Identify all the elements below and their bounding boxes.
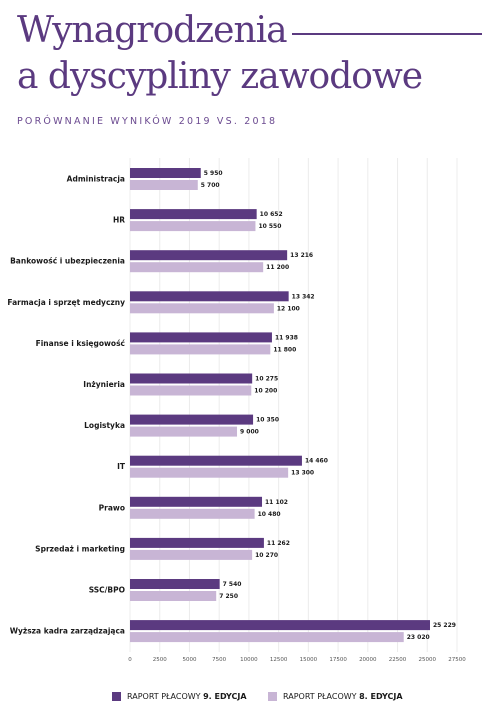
legend-swatch-9th-edition (112, 692, 121, 701)
bar-series2-2 (130, 262, 264, 273)
chart-legend: RAPORT PŁACOWY 9. EDYCJA RAPORT PŁACOWY … (0, 692, 499, 708)
value-label-series1-3: 13 342 (292, 293, 315, 300)
value-label-series2-4: 11 800 (273, 346, 296, 353)
category-label-9: Sprzedaż i marketing (35, 544, 125, 553)
category-label-7: IT (117, 462, 126, 471)
bar-series1-2 (130, 250, 288, 261)
category-label-3: Farmacja i sprzęt medyczny (7, 298, 125, 307)
value-label-series2-10: 7 250 (219, 593, 238, 600)
category-label-4: Finanse i księgowość (36, 339, 126, 348)
title-rule (292, 33, 482, 35)
x-tick-label-27500: 27500 (448, 657, 466, 663)
x-tick-label-25000: 25000 (419, 657, 437, 663)
value-label-series2-2: 11 200 (266, 264, 289, 271)
value-label-series2-8: 10 480 (258, 511, 281, 518)
x-tick-label-7500: 7500 (212, 657, 226, 663)
bar-series2-8 (130, 508, 255, 519)
category-label-5: Inżynieria (83, 380, 125, 389)
bar-series1-0 (130, 168, 201, 178)
bar-series2-10 (130, 591, 217, 601)
value-label-series2-9: 10 270 (255, 552, 278, 559)
category-label-2: Bankowość i ubezpieczenia (10, 257, 125, 266)
x-tick-label-5000: 5000 (182, 657, 196, 663)
x-tick-label-17500: 17500 (329, 657, 347, 663)
value-label-series1-7: 14 460 (305, 458, 328, 465)
bar-series1-4 (130, 332, 272, 343)
x-tick-label-0: 0 (128, 657, 132, 663)
category-label-11: Wyższa kadra zarządzająca (10, 627, 125, 636)
value-label-series2-5: 10 200 (254, 388, 277, 395)
bar-series2-11 (130, 632, 404, 643)
value-label-series2-11: 23 020 (407, 634, 430, 641)
bar-series1-11 (130, 620, 430, 631)
bar-series2-9 (130, 549, 253, 560)
category-label-8: Prawo (99, 503, 125, 512)
category-label-0: Administracja (67, 175, 125, 184)
x-tick-label-10000: 10000 (240, 657, 258, 663)
legend-swatch-8th-edition (268, 692, 277, 701)
bar-series1-1 (130, 209, 257, 220)
x-tick-label-20000: 20000 (359, 657, 377, 663)
bar-series1-3 (130, 291, 289, 302)
bar-series2-7 (130, 467, 289, 478)
value-label-series1-9: 11 262 (267, 540, 290, 547)
salary-bar-chart: 0 2500 5000 7500 10000 12500 15000 17500 20000 22… (7, 158, 466, 663)
category-label-1: HR (113, 216, 125, 225)
bar-series1-7 (130, 455, 302, 466)
value-label-series1-11: 25 229 (433, 622, 456, 629)
value-label-series2-1: 10 550 (258, 223, 281, 230)
bar-series2-6 (130, 426, 238, 437)
value-label-series2-6: 9 000 (240, 429, 259, 436)
bar-series1-6 (130, 414, 254, 425)
value-label-series1-0: 5 950 (204, 170, 223, 177)
category-label-10: SSC/BPO (89, 586, 125, 595)
bar-series2-4 (130, 344, 271, 355)
value-label-series2-3: 12 100 (277, 305, 300, 312)
x-tick-label-22500: 22500 (389, 657, 407, 663)
x-tick-label-15000: 15000 (300, 657, 318, 663)
legend-item-8th-edition: RAPORT PŁACOWY 8. EDYCJA (268, 692, 403, 701)
legend-item-9th-edition: RAPORT PŁACOWY 9. EDYCJA (112, 692, 247, 701)
x-tick-label-12500: 12500 (270, 657, 288, 663)
value-label-series1-5: 10 275 (255, 376, 278, 383)
page-title-line-2: a dyscypliny zawodowe (17, 56, 423, 97)
bar-series2-3 (130, 303, 274, 314)
value-label-series1-4: 11 938 (275, 334, 298, 341)
legend-label-9th-edition: RAPORT PŁACOWY 9. EDYCJA (127, 692, 247, 701)
legend-label-8th-edition: RAPORT PŁACOWY 8. EDYCJA (283, 692, 403, 701)
value-label-series1-6: 10 350 (256, 417, 279, 424)
page-subtitle: PORÓWNANIE WYNIKÓW 2019 VS. 2018 (17, 116, 278, 127)
x-tick-label-2500: 2500 (153, 657, 167, 663)
category-label-6: Logistyka (84, 421, 125, 430)
bar-series1-8 (130, 496, 263, 507)
bar-series1-5 (130, 373, 253, 384)
bar-series2-1 (130, 221, 256, 232)
value-label-series1-10: 7 540 (223, 581, 242, 588)
value-label-series1-2: 13 216 (290, 252, 313, 259)
value-label-series1-1: 10 652 (260, 211, 283, 218)
bar-series1-9 (130, 537, 264, 548)
page-title-line-1: Wynagrodzenia (17, 10, 288, 51)
bar-series2-5 (130, 385, 252, 396)
bar-series1-10 (130, 579, 220, 589)
value-label-series1-8: 11 102 (265, 499, 288, 506)
value-label-series2-7: 13 300 (291, 470, 314, 477)
bar-series2-0 (130, 180, 198, 190)
value-label-series2-0: 5 700 (201, 182, 220, 189)
